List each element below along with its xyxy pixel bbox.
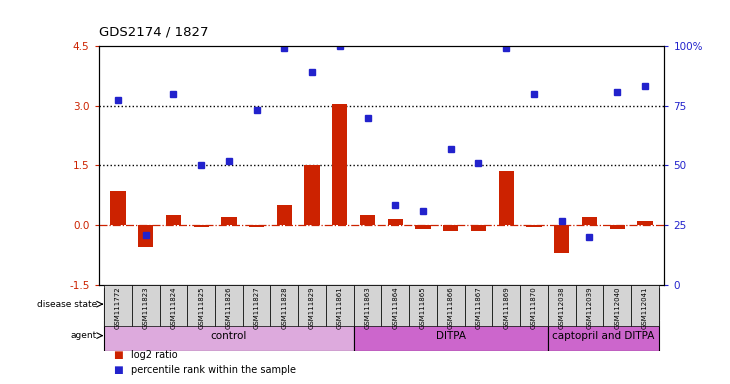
Bar (188, 285, 215, 326)
Bar (554, 225, 569, 253)
Bar (354, 285, 382, 326)
Text: GSM112041: GSM112041 (642, 286, 648, 329)
Text: GSM111863: GSM111863 (364, 286, 371, 329)
Bar (326, 285, 354, 326)
Bar (526, 225, 542, 227)
Text: percentile rank within the sample: percentile rank within the sample (131, 365, 296, 375)
Text: GSM112038: GSM112038 (558, 286, 565, 329)
Text: GSM111864: GSM111864 (392, 286, 399, 329)
Bar (548, 285, 575, 326)
Bar (443, 225, 458, 231)
Text: GSM111772: GSM111772 (115, 286, 121, 329)
Text: GSM111825: GSM111825 (198, 286, 204, 329)
Bar (110, 191, 126, 225)
Bar (243, 285, 271, 326)
Bar (520, 285, 548, 326)
Text: GSM111827: GSM111827 (253, 286, 260, 329)
Text: GSM111824: GSM111824 (170, 286, 177, 329)
Text: GSM112039: GSM112039 (586, 286, 593, 329)
Bar (132, 285, 160, 326)
Bar (603, 285, 631, 326)
Bar (415, 225, 431, 229)
Text: GSM111869: GSM111869 (503, 286, 510, 329)
Text: agent: agent (71, 331, 97, 340)
Bar (249, 225, 264, 227)
Bar (631, 285, 658, 326)
Text: control: control (211, 331, 247, 341)
Bar (388, 219, 403, 225)
Bar (332, 104, 347, 225)
Bar (221, 217, 237, 225)
Bar (104, 320, 354, 351)
Bar (104, 288, 354, 320)
Bar (160, 285, 188, 326)
Bar (499, 171, 514, 225)
Bar (637, 221, 653, 225)
Text: GSM111823: GSM111823 (142, 286, 149, 329)
Text: GSM111828: GSM111828 (281, 286, 288, 329)
Text: GSM111865: GSM111865 (420, 286, 426, 329)
Bar (471, 225, 486, 231)
Bar (610, 225, 625, 229)
Bar (354, 288, 658, 320)
Text: GDS2174 / 1827: GDS2174 / 1827 (99, 26, 208, 39)
Text: GSM112040: GSM112040 (614, 286, 620, 329)
Text: heart failure: heart failure (474, 299, 539, 309)
Text: GSM111826: GSM111826 (226, 286, 232, 329)
Bar (548, 320, 658, 351)
Text: GSM111870: GSM111870 (531, 286, 537, 329)
Bar (138, 225, 153, 247)
Bar (582, 217, 597, 225)
Bar (382, 285, 409, 326)
Bar (299, 285, 326, 326)
Text: control: control (211, 299, 247, 309)
Bar (409, 285, 437, 326)
Text: ■: ■ (113, 365, 123, 375)
Bar (360, 215, 375, 225)
Bar (492, 285, 520, 326)
Text: GSM111867: GSM111867 (475, 286, 482, 329)
Text: ■: ■ (113, 350, 123, 360)
Bar (464, 285, 492, 326)
Bar (215, 285, 243, 326)
Text: captopril and DITPA: captopril and DITPA (552, 331, 655, 341)
Text: GSM111861: GSM111861 (337, 286, 343, 329)
Text: disease state: disease state (37, 300, 97, 309)
Text: GSM111829: GSM111829 (309, 286, 315, 329)
Bar (277, 205, 292, 225)
Bar (193, 225, 209, 227)
Bar (437, 285, 464, 326)
Text: GSM111866: GSM111866 (447, 286, 454, 329)
Bar (575, 285, 603, 326)
Bar (354, 320, 548, 351)
Bar (271, 285, 299, 326)
Bar (166, 215, 181, 225)
Text: DITPA: DITPA (436, 331, 466, 341)
Bar (104, 285, 132, 326)
Bar (304, 166, 320, 225)
Text: log2 ratio: log2 ratio (131, 350, 178, 360)
